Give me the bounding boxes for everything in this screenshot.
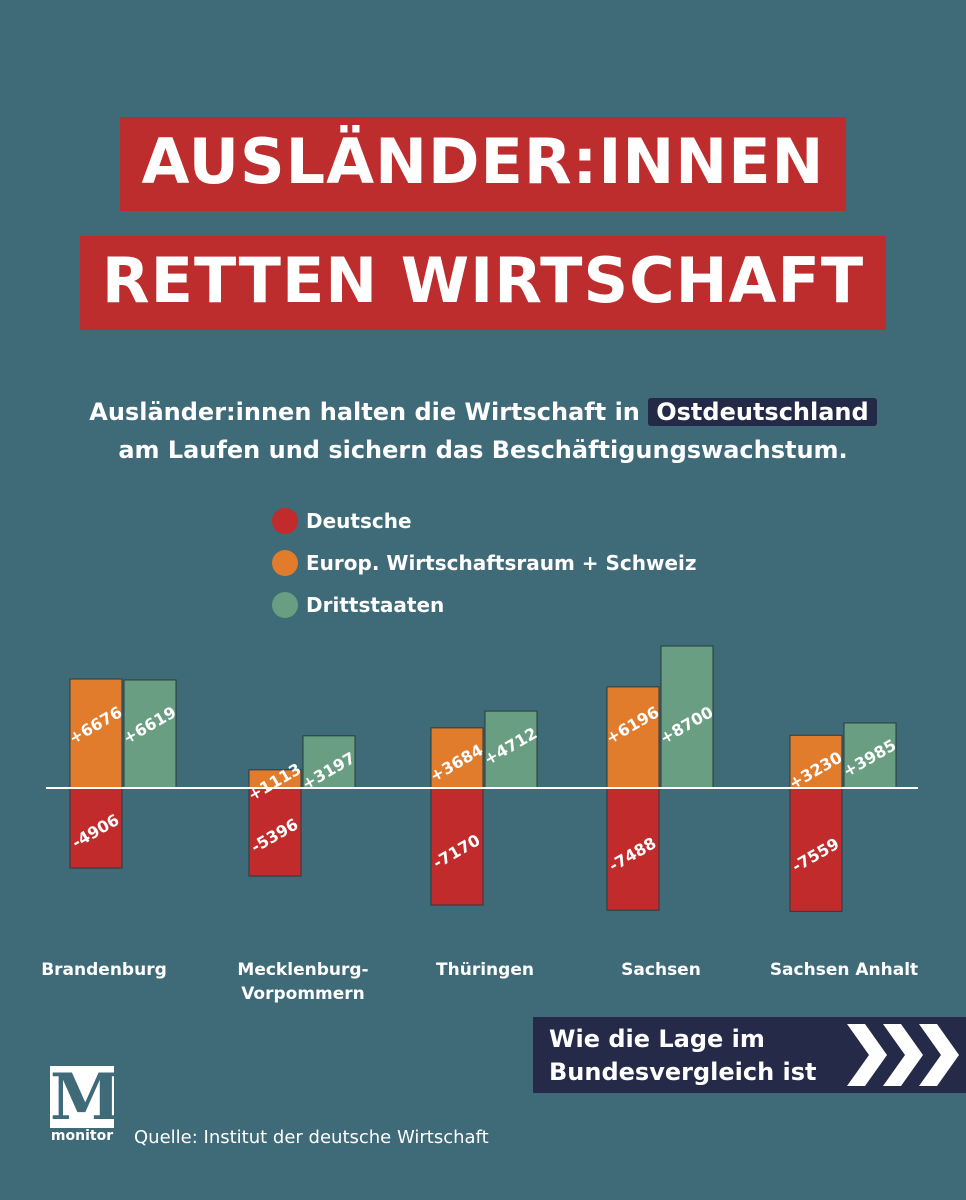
bar-drittstaaten-sachsen-anhalt: [843, 722, 897, 789]
subtitle-prefix: Ausländer:innen halten die Wirtschaft in: [89, 398, 649, 426]
bar-drittstaaten-th-ringen: [484, 710, 538, 789]
category-label-sachsen-anhalt: Sachsen Anhalt: [770, 960, 918, 980]
category-label-sachsen: Sachsen: [621, 960, 701, 980]
logo-box: M: [50, 1060, 121, 1135]
subtitle: Ausländer:innen halten die Wirtschaft in…: [0, 393, 966, 469]
legend-dot-deutsche: [272, 508, 298, 534]
subtitle-line-2: am Laufen und sichern das Beschäftigungs…: [118, 436, 848, 464]
legend-label-drittstaaten: Drittstaaten: [306, 593, 445, 617]
bar-deutsche-sachsen: [606, 787, 660, 911]
headline-line-1: AUSLÄNDER:INNEN: [0, 117, 966, 211]
legend-label-deutsche: Deutsche: [306, 509, 412, 533]
legend-dot-ewr: [272, 550, 298, 576]
bar-chart: -4906+6676+6619Brandenburg-5396+1113+319…: [41, 645, 918, 1004]
logo-letter: M: [50, 1060, 121, 1135]
legend-label-ewr: Europ. Wirtschaftsraum + Schweiz: [306, 551, 697, 575]
headline-line-2: RETTEN WIRTSCHAFT: [0, 236, 966, 330]
bar-europ-wirtschaftsraum-schweiz-sachsen: [606, 686, 660, 789]
banner-text: Wie die Lage im Bundesvergleich ist: [549, 1023, 849, 1089]
headline-text-1: AUSLÄNDER:INNEN: [119, 117, 847, 211]
legend-dot-drittstaaten: [272, 592, 298, 618]
monitor-logo: M monitor: [46, 1060, 121, 1144]
category-label-th-ringen: Thüringen: [436, 960, 534, 980]
legend-item-deutsche: Deutsche: [272, 500, 697, 542]
headline-text-2: RETTEN WIRTSCHAFT: [79, 236, 887, 330]
bar-europ-wirtschaftsraum-schweiz-brandenburg: [69, 678, 123, 789]
bar-europ-wirtschaftsraum-schweiz-sachsen-anhalt: [789, 734, 843, 789]
bar-drittstaaten-mecklenburg-vorpommern: [302, 735, 356, 789]
category-label-brandenburg: Brandenburg: [41, 960, 167, 980]
logo-word: monitor: [50, 1128, 114, 1144]
bar-drittstaaten-sachsen: [660, 645, 714, 789]
bar-drittstaaten-brandenburg: [123, 679, 177, 789]
legend-item-ewr: Europ. Wirtschaftsraum + Schweiz: [272, 542, 697, 584]
source-note: Quelle: Institut der deutsche Wirtschaft: [134, 1127, 489, 1148]
bar-europ-wirtschaftsraum-schweiz-th-ringen: [430, 727, 484, 789]
legend-item-drittstaaten: Drittstaaten: [272, 584, 697, 626]
subtitle-line-1: Ausländer:innen halten die Wirtschaft in…: [0, 393, 966, 431]
bar-deutsche-mecklenburg-vorpommern: [248, 787, 302, 877]
banner-line-1: Wie die Lage im: [549, 1025, 765, 1053]
banner-line-2: Bundesvergleich ist: [549, 1058, 817, 1086]
category-label-mecklenburg-vorpommern: Mecklenburg-Vorpommern: [237, 960, 368, 1004]
bar-deutsche-th-ringen: [430, 787, 484, 906]
subtitle-highlight: Ostdeutschland: [648, 398, 877, 426]
chevron-right-icon[interactable]: [845, 1022, 961, 1088]
chart-legend: Deutsche Europ. Wirtschaftsraum + Schwei…: [272, 500, 697, 626]
